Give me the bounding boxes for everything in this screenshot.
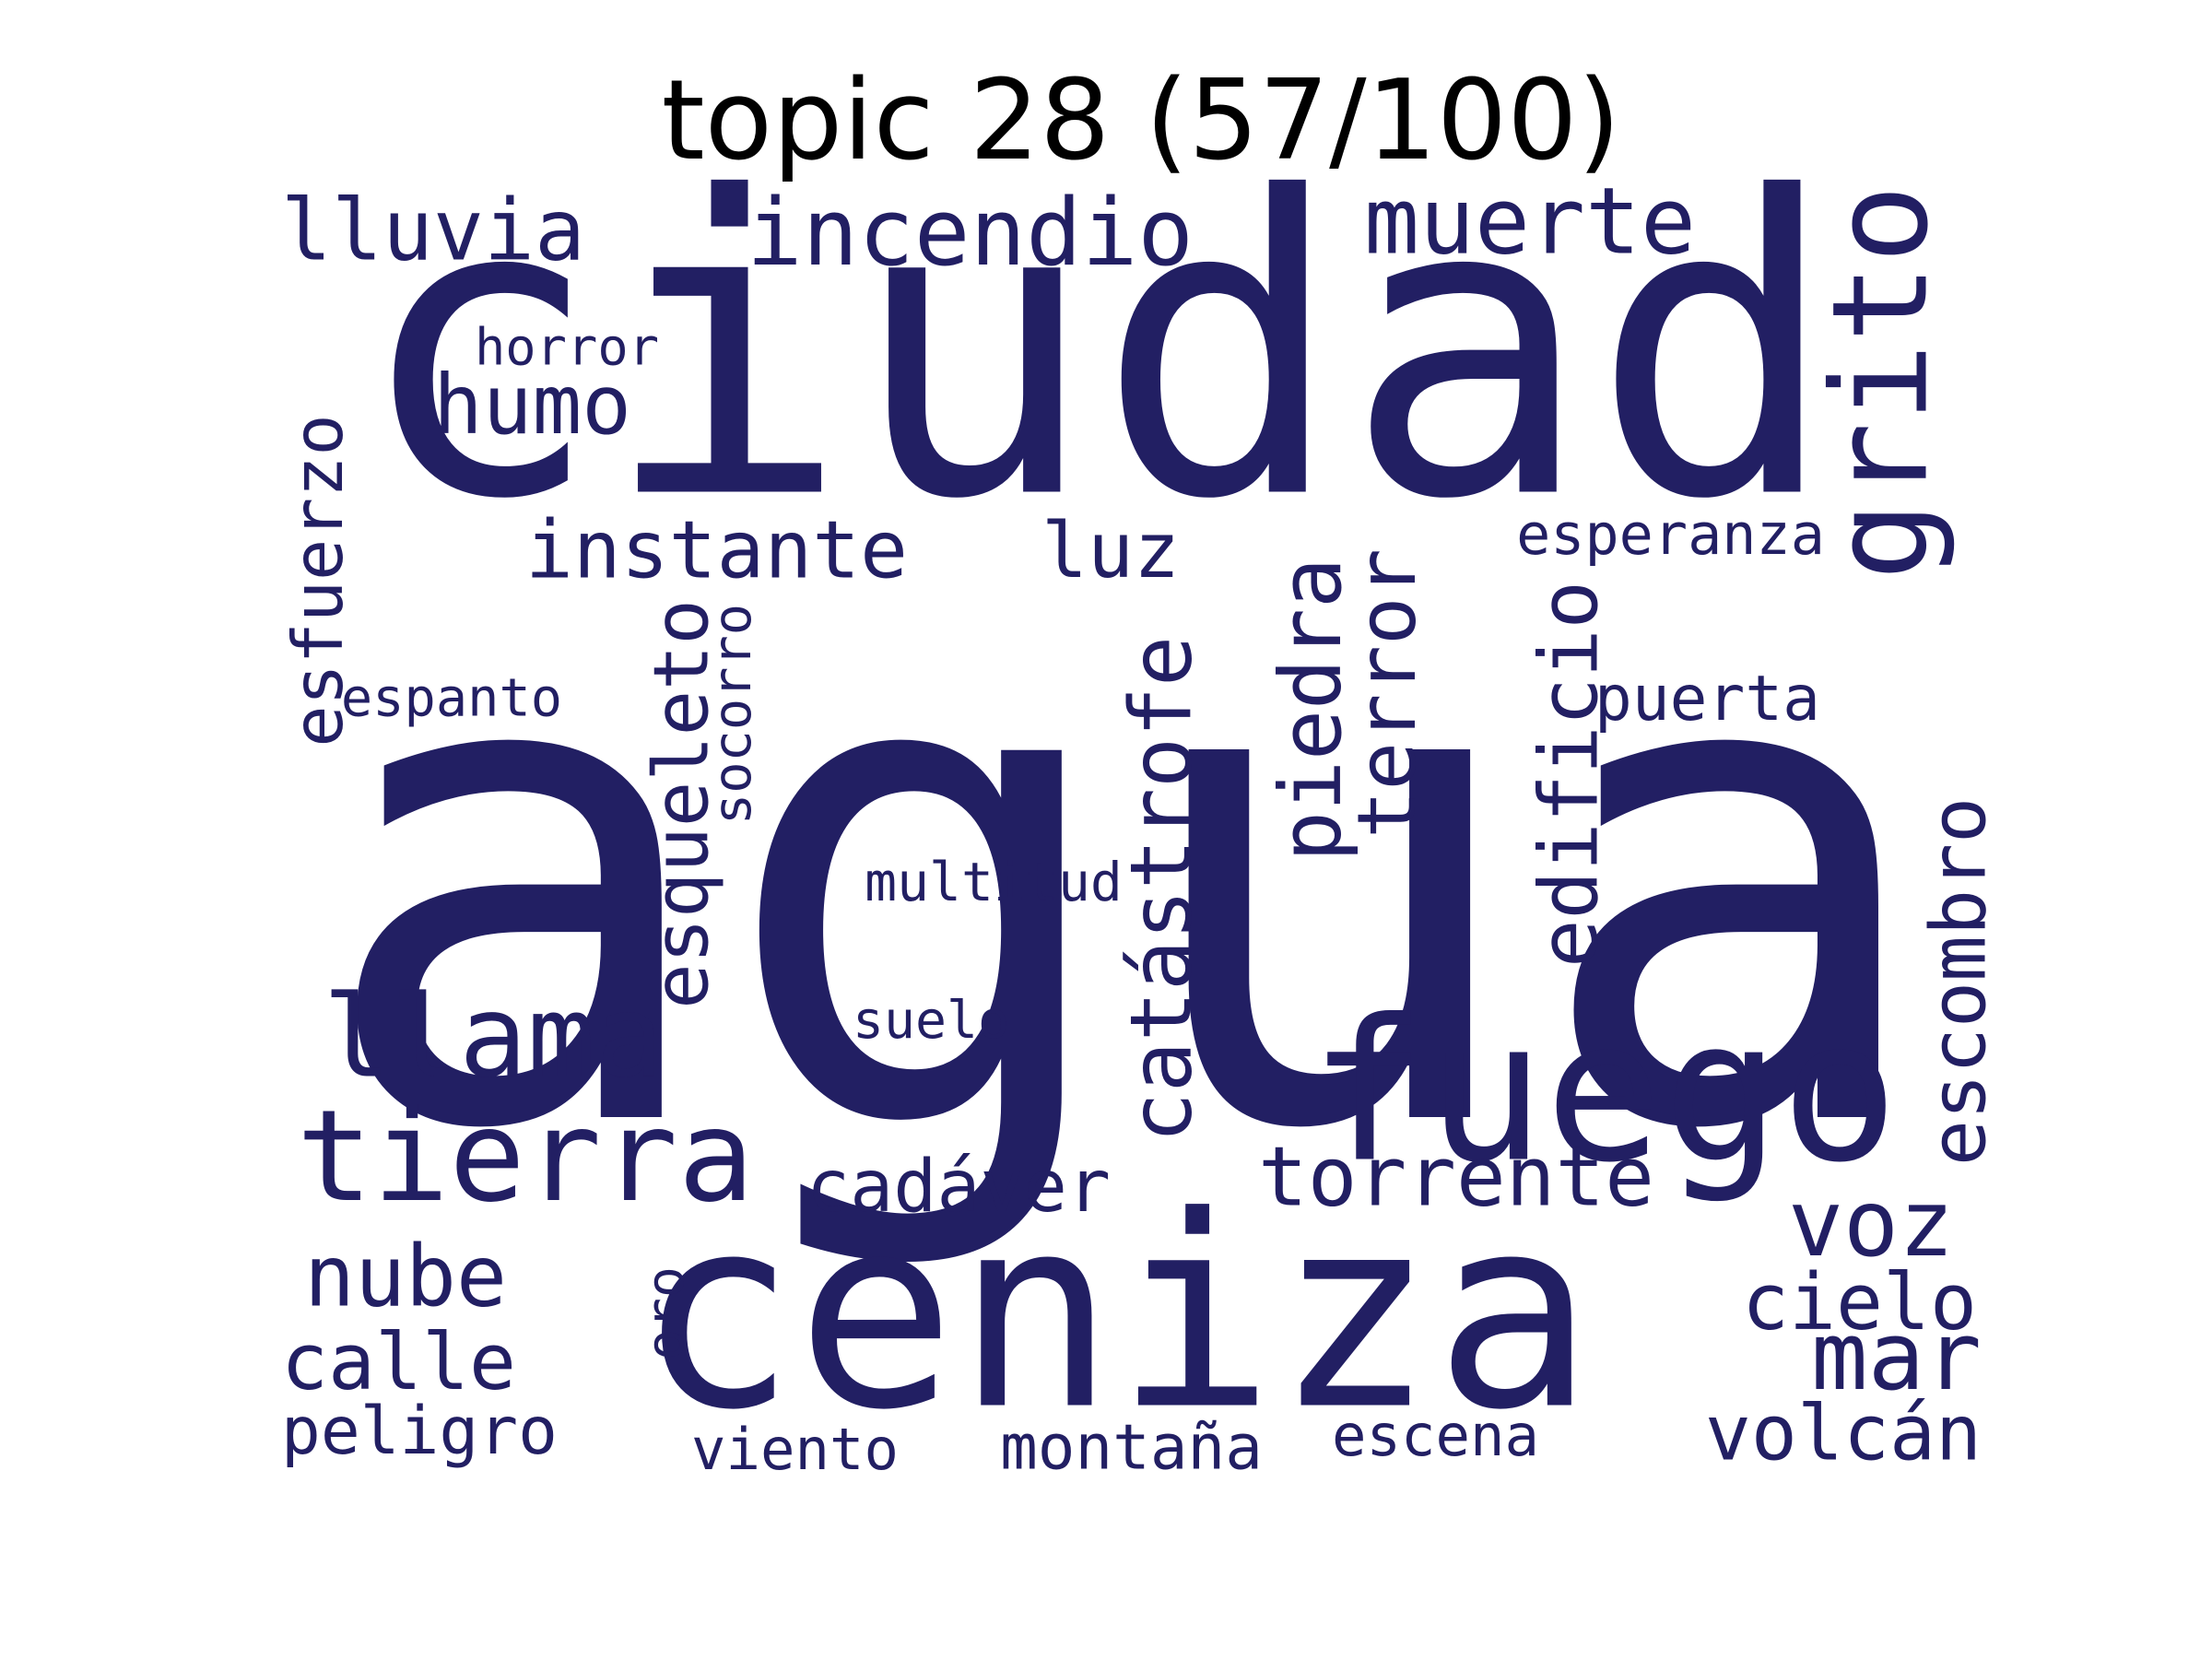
word-escena: escena xyxy=(1332,1402,1539,1469)
word-multitud: multitud xyxy=(865,851,1123,913)
word-edificio: edificio xyxy=(1523,581,1617,968)
word-suelo: suelo xyxy=(853,991,1009,1051)
word-piedra: piedra xyxy=(1262,558,1360,862)
word-fuego: fuego xyxy=(1309,979,1899,1206)
word-voz: voz xyxy=(1788,1170,1954,1277)
word-cadaver: cadáver xyxy=(806,1145,1111,1229)
word-grito: grito xyxy=(1804,184,1958,581)
word-torrente: torrente xyxy=(1258,1130,1654,1226)
word-espanto: espanto xyxy=(341,668,562,729)
word-horror: horror xyxy=(475,319,659,378)
word-nube: nube xyxy=(304,1228,507,1326)
word-montana: montaña xyxy=(1000,1411,1263,1484)
word-esqueleto: esqueleto xyxy=(639,599,726,1009)
word-llama: llama xyxy=(323,971,664,1103)
word-muerte: muerte xyxy=(1364,168,1696,276)
word-terror: terror xyxy=(1340,548,1434,839)
word-volcan: volcán xyxy=(1705,1389,1982,1478)
word-esperanza: esperanza xyxy=(1516,501,1825,568)
word-calle: calle xyxy=(281,1316,516,1407)
word-viento: viento xyxy=(691,1416,899,1483)
word-ceniza: ceniza xyxy=(637,1159,1594,1468)
word-catastrofe: catástrofe xyxy=(1112,636,1211,1143)
word-cielo: cielo xyxy=(1742,1256,1977,1347)
word-peligro: peligro xyxy=(281,1393,558,1469)
word-incendio: incendio xyxy=(747,179,1194,287)
word-esfuerzo: esfuerzo xyxy=(277,414,359,747)
figure-title: topic 28 (57/100) xyxy=(662,57,1621,185)
word-humo: humo xyxy=(433,358,631,453)
word-oro: oro xyxy=(636,1266,696,1360)
word-socorro: socorro xyxy=(702,604,763,825)
word-mar: mar xyxy=(1811,1302,1982,1412)
word-agua: agua xyxy=(313,493,1936,1277)
word-puerta: puerta xyxy=(1594,662,1820,735)
word-lluvia: lluvia xyxy=(281,182,585,280)
word-tierra: tierra xyxy=(297,1083,755,1230)
word-luz: luz xyxy=(1041,506,1180,595)
word-instante: instante xyxy=(525,505,908,597)
word-escombro: escombro xyxy=(1914,797,2004,1166)
word-ciudad: ciudad xyxy=(355,112,1839,590)
